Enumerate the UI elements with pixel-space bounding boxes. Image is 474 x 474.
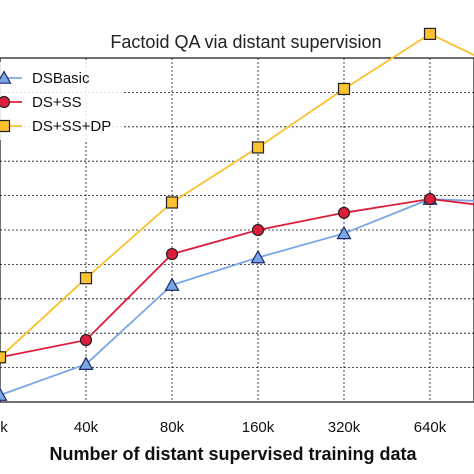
data-point-triangle	[0, 70, 12, 84]
data-point-triangle	[0, 387, 8, 401]
legend-item: DSBasic	[0, 70, 90, 87]
x-tick-labels: k 40k 80k 160k 320k 640k	[0, 419, 447, 436]
data-point-square	[337, 82, 351, 96]
series-line	[0, 198, 474, 396]
x-tick-label: 640k	[414, 419, 447, 436]
legend-label: DS+SS+DP	[32, 118, 111, 135]
data-point-square	[251, 141, 265, 154]
series-dsbasic	[0, 191, 474, 401]
data-point-square	[423, 27, 437, 41]
data-point-square	[165, 196, 179, 209]
x-tick-label: 40k	[74, 419, 99, 436]
legend-item: DS+SS	[0, 94, 82, 111]
data-point-circle	[79, 333, 93, 347]
series-layer	[0, 27, 474, 401]
data-point-square	[79, 272, 93, 285]
data-point-triangle	[78, 356, 94, 370]
data-point-square	[0, 351, 7, 364]
data-point-circle	[423, 192, 437, 206]
data-point-triangle	[250, 249, 266, 264]
data-point-circle	[337, 206, 351, 219]
x-tick-label: 320k	[328, 419, 361, 436]
series-ds-ss	[0, 192, 474, 364]
data-point-square	[0, 119, 11, 133]
legend-box	[0, 62, 124, 140]
legend-item: DS+SS+DP	[0, 118, 111, 135]
legend-label: DSBasic	[32, 70, 90, 87]
plot-frame	[0, 57, 474, 403]
legend: DSBasic DS+SS DS+SS+DP	[0, 62, 124, 140]
chart-title: Factoid QA via distant supervision	[110, 32, 381, 52]
x-tick-label: k	[0, 419, 8, 436]
x-tick-label: 80k	[160, 419, 185, 436]
axes	[0, 57, 474, 403]
data-point-triangle	[164, 277, 180, 291]
data-point-circle	[165, 247, 179, 261]
legend-label: DS+SS	[32, 94, 82, 111]
data-point-triangle	[336, 225, 352, 240]
series-ds-ss-dp	[0, 27, 474, 364]
data-point-circle	[0, 95, 11, 109]
x-axis-label: Number of distant supervised training da…	[49, 444, 417, 464]
data-point-circle	[251, 223, 265, 237]
x-tick-label: 160k	[242, 419, 275, 436]
